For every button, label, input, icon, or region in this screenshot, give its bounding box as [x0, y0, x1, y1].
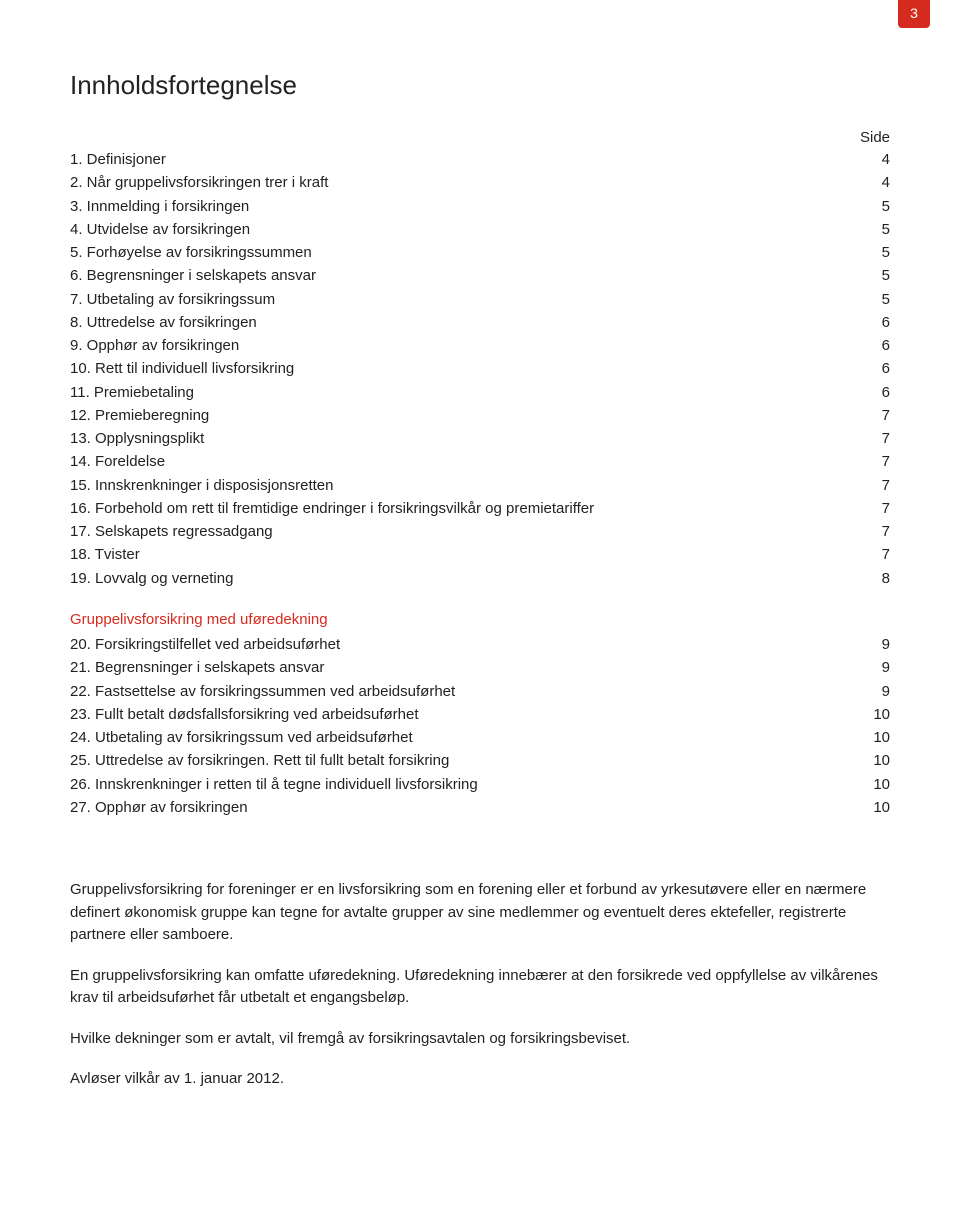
toc-page: 7 [860, 497, 890, 520]
toc-section-1: 1. Definisjoner42. Når gruppelivsforsikr… [70, 148, 890, 590]
toc-row: 16. Forbehold om rett til fremtidige end… [70, 497, 890, 520]
toc-page: 5 [860, 288, 890, 311]
toc-label: 4. Utvidelse av forsikringen [70, 218, 860, 241]
toc-row: 20. Forsikringstilfellet ved arbeidsufør… [70, 633, 890, 656]
toc-label: 16. Forbehold om rett til fremtidige end… [70, 497, 860, 520]
toc-page: 7 [860, 520, 890, 543]
toc-row: 15. Innskrenkninger i disposisjonsretten… [70, 474, 890, 497]
page-title: Innholdsfortegnelse [70, 70, 890, 101]
toc-label: 23. Fullt betalt dødsfallsforsikring ved… [70, 703, 860, 726]
toc-label: 20. Forsikringstilfellet ved arbeidsufør… [70, 633, 860, 656]
toc-label: 11. Premiebetaling [70, 381, 860, 404]
toc-label: 13. Opplysningsplikt [70, 427, 860, 450]
toc-page: 5 [860, 241, 890, 264]
toc-row: 6. Begrensninger i selskapets ansvar5 [70, 264, 890, 287]
toc-row: 23. Fullt betalt dødsfallsforsikring ved… [70, 703, 890, 726]
page-content: Innholdsfortegnelse Side 1. Definisjoner… [0, 0, 960, 1149]
toc-page: 7 [860, 474, 890, 497]
toc-row: 7. Utbetaling av forsikringssum5 [70, 288, 890, 311]
toc-row: 24. Utbetaling av forsikringssum ved arb… [70, 726, 890, 749]
toc-row: 21. Begrensninger i selskapets ansvar9 [70, 656, 890, 679]
toc-label: 18. Tvister [70, 543, 860, 566]
toc-row: 12. Premieberegning7 [70, 404, 890, 427]
body-text: Gruppelivsforsikring for foreninger er e… [70, 879, 890, 1091]
toc-label: 21. Begrensninger i selskapets ansvar [70, 656, 860, 679]
toc-label: 7. Utbetaling av forsikringssum [70, 288, 860, 311]
toc-page: 5 [860, 195, 890, 218]
toc-row: 1. Definisjoner4 [70, 148, 890, 171]
toc-label: 2. Når gruppelivsforsikringen trer i kra… [70, 171, 860, 194]
toc-page: 6 [860, 311, 890, 334]
toc-label: 9. Opphør av forsikringen [70, 334, 860, 357]
toc-label: 24. Utbetaling av forsikringssum ved arb… [70, 726, 860, 749]
toc-label: 12. Premieberegning [70, 404, 860, 427]
toc-page: 7 [860, 404, 890, 427]
toc-label: 17. Selskapets regressadgang [70, 520, 860, 543]
toc-page: 10 [860, 796, 890, 819]
toc-page: 7 [860, 427, 890, 450]
toc-label: 19. Lovvalg og verneting [70, 567, 860, 590]
toc-page: 8 [860, 567, 890, 590]
body-paragraph: Gruppelivsforsikring for foreninger er e… [70, 879, 890, 947]
toc-row: 11. Premiebetaling6 [70, 381, 890, 404]
toc-page: 7 [860, 450, 890, 473]
toc-page: 9 [860, 680, 890, 703]
body-paragraph: Hvilke dekninger som er avtalt, vil frem… [70, 1028, 890, 1051]
toc-page: 4 [860, 148, 890, 171]
toc-label: 3. Innmelding i forsikringen [70, 195, 860, 218]
toc-label: 14. Foreldelse [70, 450, 860, 473]
toc-row: 25. Uttredelse av forsikringen. Rett til… [70, 749, 890, 772]
toc-page: 5 [860, 264, 890, 287]
toc-label: 6. Begrensninger i selskapets ansvar [70, 264, 860, 287]
toc-page: 10 [860, 749, 890, 772]
toc-row: 2. Når gruppelivsforsikringen trer i kra… [70, 171, 890, 194]
toc-page: 10 [860, 726, 890, 749]
toc-row: 26. Innskrenkninger i retten til å tegne… [70, 773, 890, 796]
page-number-tab: 3 [898, 0, 930, 28]
toc-page: 9 [860, 656, 890, 679]
toc-row: 13. Opplysningsplikt7 [70, 427, 890, 450]
toc-row: 19. Lovvalg og verneting8 [70, 567, 890, 590]
toc-label: 1. Definisjoner [70, 148, 860, 171]
section-heading: Gruppelivsforsikring med uføredekning [70, 608, 890, 631]
toc-row: 8. Uttredelse av forsikringen6 [70, 311, 890, 334]
page-header-label: Side [860, 129, 890, 146]
toc-column-header: Side [70, 129, 890, 146]
toc-label: 8. Uttredelse av forsikringen [70, 311, 860, 334]
toc-page: 6 [860, 357, 890, 380]
toc-section-2: 20. Forsikringstilfellet ved arbeidsufør… [70, 633, 890, 819]
toc-row: 18. Tvister7 [70, 543, 890, 566]
toc-row: 27. Opphør av forsikringen10 [70, 796, 890, 819]
toc-label: 22. Fastsettelse av forsikringssummen ve… [70, 680, 860, 703]
toc-page: 4 [860, 171, 890, 194]
toc-label: 15. Innskrenkninger i disposisjonsretten [70, 474, 860, 497]
toc-row: 5. Forhøyelse av forsikringssummen5 [70, 241, 890, 264]
toc-row: 14. Foreldelse7 [70, 450, 890, 473]
toc-page: 10 [860, 773, 890, 796]
toc-page: 6 [860, 334, 890, 357]
toc-row: 3. Innmelding i forsikringen5 [70, 195, 890, 218]
toc-row: 9. Opphør av forsikringen6 [70, 334, 890, 357]
toc-label: 27. Opphør av forsikringen [70, 796, 860, 819]
toc-row: 17. Selskapets regressadgang7 [70, 520, 890, 543]
toc-page: 6 [860, 381, 890, 404]
toc-row: 22. Fastsettelse av forsikringssummen ve… [70, 680, 890, 703]
toc-page: 7 [860, 543, 890, 566]
toc-page: 9 [860, 633, 890, 656]
toc-page: 5 [860, 218, 890, 241]
toc-label: 5. Forhøyelse av forsikringssummen [70, 241, 860, 264]
toc-label: 26. Innskrenkninger i retten til å tegne… [70, 773, 860, 796]
toc-row: 10. Rett til individuell livsforsikring6 [70, 357, 890, 380]
toc-row: 4. Utvidelse av forsikringen5 [70, 218, 890, 241]
body-paragraph: Avløser vilkår av 1. januar 2012. [70, 1068, 890, 1091]
body-paragraph: En gruppelivsforsikring kan omfatte ufør… [70, 965, 890, 1010]
toc-label: 10. Rett til individuell livsforsikring [70, 357, 860, 380]
toc-label: 25. Uttredelse av forsikringen. Rett til… [70, 749, 860, 772]
toc-page: 10 [860, 703, 890, 726]
